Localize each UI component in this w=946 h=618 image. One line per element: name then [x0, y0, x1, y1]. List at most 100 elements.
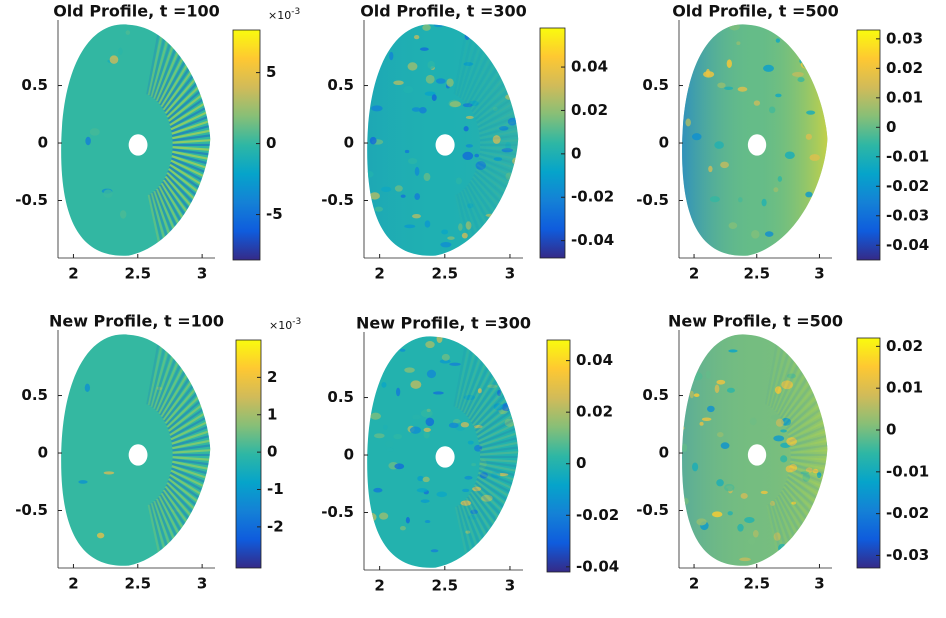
x-tick-label: 2.5	[743, 265, 770, 283]
field-blob	[738, 197, 743, 203]
field-blob	[89, 128, 100, 136]
panel: New Profile, t =100 2 2.5 3 -0.5 0 0.5 -2 -1 0 1 2 ×…	[15, 312, 301, 593]
field-mode	[454, 343, 471, 408]
y-tick-label: 0	[38, 134, 48, 152]
field-blob	[505, 142, 512, 150]
field-blob	[410, 380, 422, 389]
field-blob	[491, 471, 501, 479]
colorbar-tick-label: 2	[267, 368, 277, 386]
panel: New Profile, t =300 2 2.5 3 -0.5 0 0.5 -0.04 -0.…	[321, 314, 619, 595]
field-mode	[478, 108, 519, 131]
colorbar-tick-label: -0.02	[886, 504, 929, 522]
field-blob	[84, 383, 91, 392]
field-blob	[370, 412, 382, 420]
field-blob	[716, 479, 724, 487]
field-blob	[394, 463, 405, 470]
field-mode	[459, 349, 481, 411]
field-mode	[147, 31, 164, 96]
panel: New Profile, t =500 2 2.5 3 -0.5 0 0.5 -0.03 -0.…	[636, 312, 929, 593]
field-blob	[492, 135, 501, 144]
field-blob	[753, 100, 761, 106]
field-mode	[453, 342, 468, 407]
field-mode	[479, 440, 519, 452]
field-blob	[809, 154, 820, 161]
field-blob	[714, 384, 720, 394]
field-blob	[425, 417, 435, 427]
field-mode	[465, 362, 495, 417]
colorbar-tick-label: 0	[576, 454, 586, 472]
field-blob	[384, 440, 394, 448]
field-mode	[478, 430, 519, 447]
y-tick-label: -0.5	[321, 503, 354, 521]
field-blob	[463, 126, 469, 132]
field-blob	[473, 425, 483, 429]
field-mode	[150, 35, 170, 98]
x-tick-label: 2.5	[124, 575, 151, 593]
field-blob	[513, 101, 519, 107]
field-blob	[441, 229, 449, 235]
field-blob	[379, 512, 389, 520]
field-blob	[744, 516, 755, 524]
field-blob	[367, 512, 377, 522]
field-mode	[159, 363, 190, 416]
colorbar	[856, 337, 881, 569]
center-hole	[128, 444, 148, 466]
field-blob	[805, 133, 812, 140]
panel-title: New Profile, t =300	[356, 314, 531, 333]
field-mode	[478, 425, 519, 445]
field-blob	[474, 153, 480, 158]
field-blob	[487, 384, 498, 389]
field-blob	[716, 431, 724, 438]
field-mode	[172, 138, 211, 144]
field-blob	[472, 486, 482, 492]
field-blob	[389, 51, 394, 61]
field-blob	[406, 255, 419, 256]
colorbar-tick-label: -2	[267, 517, 284, 535]
field-blob	[399, 525, 406, 531]
field-blob	[467, 203, 474, 209]
field-mode	[146, 30, 161, 95]
field-blob	[800, 471, 810, 475]
field-blob	[518, 430, 529, 439]
field-blob	[103, 189, 113, 198]
field-blob	[805, 467, 813, 473]
field-blob	[683, 84, 690, 88]
field-blob	[475, 36, 488, 44]
field-blob	[393, 433, 403, 440]
colorbar-tick-label: 0	[267, 443, 277, 461]
field-mode	[149, 343, 167, 407]
field-blob	[394, 185, 403, 192]
field-blob	[705, 68, 711, 77]
field-blob	[736, 573, 742, 578]
panel: Old Profile, t =100 2 2.5 3 -0.5 0 0.5 -5 0 5 ×10-…	[15, 2, 300, 283]
colorbar-tick-label: -0.03	[886, 206, 929, 224]
field-blob	[724, 86, 734, 90]
field-mode	[172, 128, 211, 140]
panel-title: New Profile, t =100	[49, 312, 224, 331]
field-blob	[775, 418, 784, 427]
field-blob	[464, 475, 473, 480]
field-blob	[425, 341, 435, 349]
field-mode	[171, 428, 211, 445]
field-blob	[682, 453, 683, 462]
field-blob	[507, 117, 517, 126]
field-blob	[529, 151, 535, 158]
center-hole	[128, 134, 148, 156]
field-mode	[777, 363, 808, 416]
center-hole	[747, 444, 767, 466]
y-tick-label: -0.5	[636, 501, 669, 519]
field-blob	[509, 488, 517, 496]
field-blob	[726, 59, 732, 68]
colorbar-tick-label: 0.02	[571, 101, 608, 119]
y-tick-label: 0	[38, 444, 48, 462]
field-blob	[432, 391, 444, 395]
field-blob	[427, 60, 435, 70]
field-blob	[470, 509, 478, 515]
x-tick-label: 3	[505, 265, 515, 283]
field-mode	[171, 118, 211, 135]
field-blob	[812, 468, 819, 474]
field-blob	[201, 91, 207, 98]
field-blob	[773, 187, 779, 193]
panel-title: Old Profile, t =100	[53, 2, 220, 21]
x-tick-label: 3	[197, 575, 207, 593]
